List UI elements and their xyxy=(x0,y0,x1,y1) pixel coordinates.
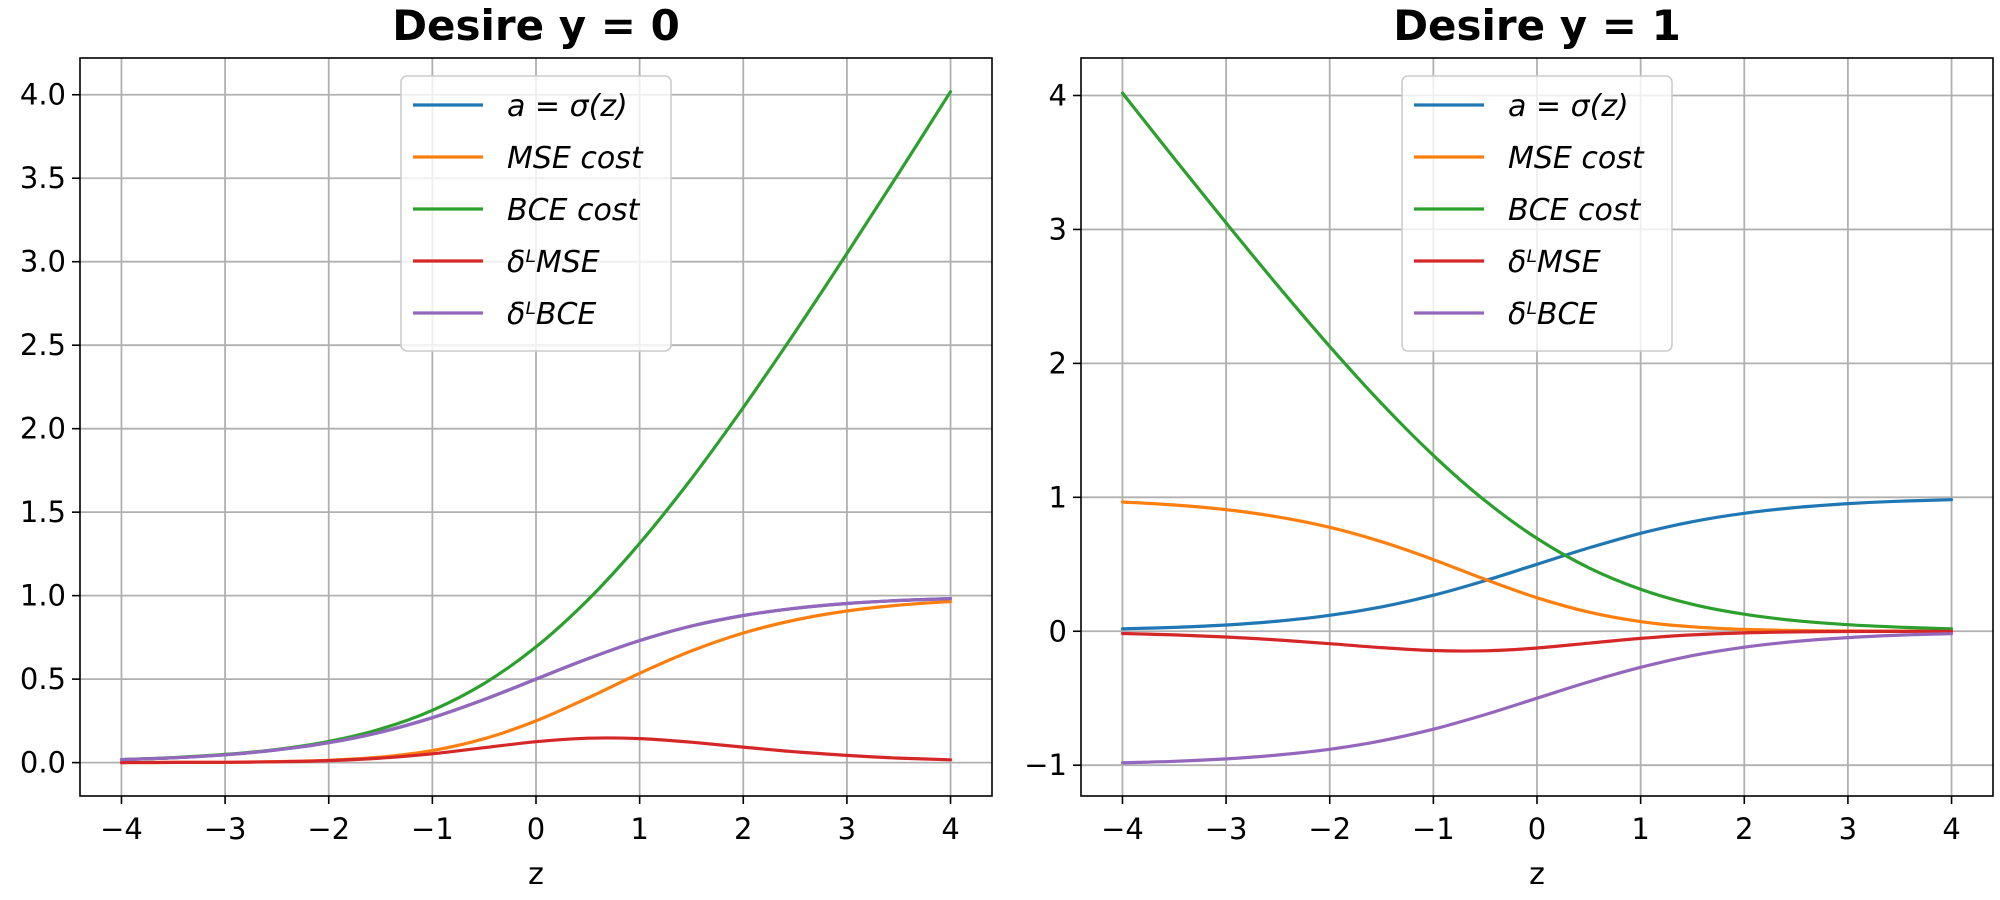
series-line-3 xyxy=(119,736,953,765)
y-tick-label: 3 xyxy=(1049,212,1067,246)
x-tick-label: 2 xyxy=(734,812,752,846)
series-line-4 xyxy=(119,597,953,762)
x-axis-label: z xyxy=(528,857,544,892)
legend-label: BCE cost xyxy=(1508,193,1641,228)
legend-label: BCE cost xyxy=(507,193,640,228)
chart-title: Desire y = 1 xyxy=(1393,1,1681,50)
y-tick-label: 3.5 xyxy=(20,161,66,195)
legend-label: MSE cost xyxy=(1508,141,1645,176)
y-tick-label: 2.0 xyxy=(20,412,66,446)
series-line-3 xyxy=(1120,629,1954,653)
x-axis-label: z xyxy=(1529,857,1545,892)
y-tick-label: 4.0 xyxy=(20,78,66,112)
y-tick-label: 4 xyxy=(1049,79,1067,113)
x-tick-label: −2 xyxy=(1308,812,1351,846)
chart-title: Desire y = 0 xyxy=(392,1,680,50)
legend-label: δᴸBCE xyxy=(1508,297,1597,332)
x-tick-label: 1 xyxy=(1631,812,1649,846)
x-tick-label: −4 xyxy=(100,812,143,846)
x-tick-label: 2 xyxy=(1735,812,1753,846)
axis-ticks: −4 −3 −2 −1 0 1 2 3 4 −1 0 1 2 3 4 xyxy=(1024,79,1961,846)
y-tick-label: 2.5 xyxy=(20,328,66,362)
x-tick-label: −1 xyxy=(411,812,454,846)
legend-label: a = σ(z) xyxy=(1508,89,1629,124)
series-line-2 xyxy=(1120,91,1954,631)
series-line-0 xyxy=(1120,498,1954,631)
x-tick-label: 3 xyxy=(838,812,856,846)
legend: a = σ(z) MSE cost BCE cost δᴸMSE δᴸBCE xyxy=(400,75,672,352)
y-tick-label: 1.5 xyxy=(20,495,66,529)
series-line-4 xyxy=(1120,632,1954,765)
chart-desire-y1: Desire y = 1 −4 −3 −2 −1 0 1 2 3 4 −1 0 1 2 3 4 z a = … xyxy=(1024,1,1994,892)
x-tick-label: −3 xyxy=(1205,812,1248,846)
y-tick-label: −1 xyxy=(1024,748,1067,782)
y-tick-label: 1 xyxy=(1049,480,1067,514)
legend-label: δᴸMSE xyxy=(1508,245,1601,280)
x-tick-label: −1 xyxy=(1412,812,1455,846)
legend-label: a = σ(z) xyxy=(507,89,628,124)
x-tick-label: −3 xyxy=(204,812,247,846)
series-lines xyxy=(119,90,953,765)
x-tick-label: −2 xyxy=(307,812,350,846)
axis-ticks: −4 −3 −2 −1 0 1 2 3 4 0.0 0.5 1.0 1.5 2.0 2.5 3.0 3.5 4.0 xyxy=(20,78,960,846)
x-tick-label: 4 xyxy=(941,812,959,846)
y-tick-label: 0 xyxy=(1049,614,1067,648)
legend: a = σ(z) MSE cost BCE cost δᴸMSE δᴸBCE xyxy=(1401,75,1673,352)
x-tick-label: 1 xyxy=(630,812,648,846)
y-tick-label: 1.0 xyxy=(20,579,66,613)
y-tick-label: 0.5 xyxy=(20,662,66,696)
x-tick-label: 3 xyxy=(1839,812,1857,846)
series-lines xyxy=(1120,91,1954,765)
legend-label: MSE cost xyxy=(507,141,644,176)
x-tick-label: −4 xyxy=(1101,812,1144,846)
x-tick-label: 4 xyxy=(1942,812,1960,846)
y-tick-label: 2 xyxy=(1049,346,1067,380)
legend-label: δᴸBCE xyxy=(507,297,596,332)
chart-desire-y0: Desire y = 0 −4 −3 −2 −1 0 1 2 3 4 0.0 0.5 1.0 1.5 2.… xyxy=(20,1,993,892)
y-tick-label: 0.0 xyxy=(20,746,66,780)
legend-box xyxy=(400,75,672,352)
x-tick-label: 0 xyxy=(527,812,545,846)
legend-box xyxy=(1401,75,1673,352)
x-tick-label: 0 xyxy=(1528,812,1546,846)
legend-label: δᴸMSE xyxy=(507,245,600,280)
y-tick-label: 3.0 xyxy=(20,245,66,279)
